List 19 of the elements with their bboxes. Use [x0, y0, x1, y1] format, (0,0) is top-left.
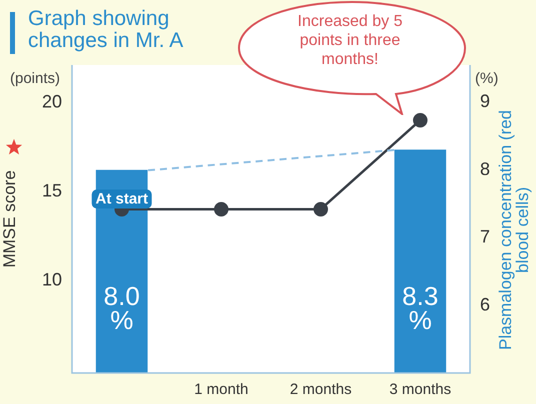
annotation: At start	[91, 190, 152, 208]
y2-tick-label: 7	[480, 226, 490, 247]
text: (points)	[10, 70, 60, 87]
y2-tick-label: 8	[480, 158, 490, 179]
y-tick-label: 15	[42, 180, 62, 200]
data-label: 8.0 %	[104, 281, 140, 336]
x-tick-label: 3 months	[389, 381, 452, 398]
y-tick-label: 20	[42, 91, 62, 112]
chart-title: Graph showing changes in Mr. A	[28, 7, 184, 52]
annotation: Increased by 5 points in three months!	[296, 12, 404, 69]
x-tick-label: 2 months	[290, 381, 352, 398]
x-tick-label: 1 month	[194, 381, 248, 398]
text: (%)	[475, 70, 498, 87]
y2-axis-title: Plasmalogen concentration (red blood cells)	[496, 108, 532, 352]
y2-tick-label: 6	[480, 294, 490, 314]
y2-tick-label: 9	[480, 91, 490, 112]
y-axis-title: MMSE score	[0, 170, 19, 268]
y-tick-label: 10	[42, 269, 62, 290]
data-label: 8.3 %	[402, 281, 438, 336]
